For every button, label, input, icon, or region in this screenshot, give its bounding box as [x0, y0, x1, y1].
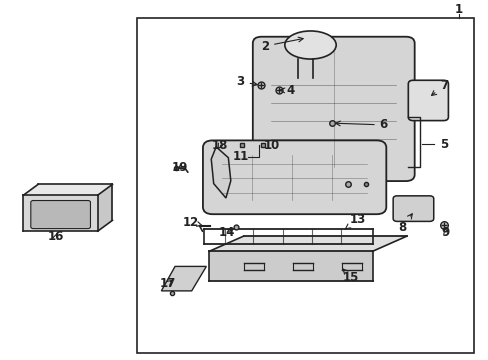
Text: 9: 9 — [441, 226, 449, 239]
Text: 3: 3 — [236, 75, 257, 88]
FancyBboxPatch shape — [407, 80, 447, 121]
Text: 15: 15 — [342, 269, 359, 284]
Text: 14: 14 — [218, 226, 234, 239]
Polygon shape — [98, 184, 112, 231]
Polygon shape — [209, 236, 406, 251]
Text: 7: 7 — [430, 79, 447, 95]
Text: 11: 11 — [232, 150, 248, 163]
Polygon shape — [209, 251, 372, 281]
FancyBboxPatch shape — [392, 196, 433, 221]
Text: 16: 16 — [47, 230, 64, 243]
FancyBboxPatch shape — [31, 201, 90, 229]
Polygon shape — [211, 147, 230, 198]
Text: 17: 17 — [160, 277, 176, 290]
Text: 8: 8 — [397, 214, 411, 234]
Text: 13: 13 — [344, 213, 366, 229]
Text: 2: 2 — [261, 37, 303, 53]
Bar — [137, 18, 473, 353]
Polygon shape — [23, 184, 112, 195]
Text: 18: 18 — [211, 139, 228, 152]
Text: 5: 5 — [439, 138, 447, 150]
FancyBboxPatch shape — [252, 37, 414, 181]
FancyBboxPatch shape — [203, 140, 386, 214]
Ellipse shape — [284, 31, 336, 59]
Polygon shape — [23, 195, 98, 231]
Polygon shape — [161, 266, 206, 291]
Text: 19: 19 — [171, 161, 188, 174]
Text: 1: 1 — [454, 3, 462, 15]
Text: 6: 6 — [335, 118, 387, 131]
Text: 12: 12 — [182, 216, 202, 229]
Text: 4: 4 — [279, 84, 294, 97]
Text: 10: 10 — [263, 139, 279, 152]
